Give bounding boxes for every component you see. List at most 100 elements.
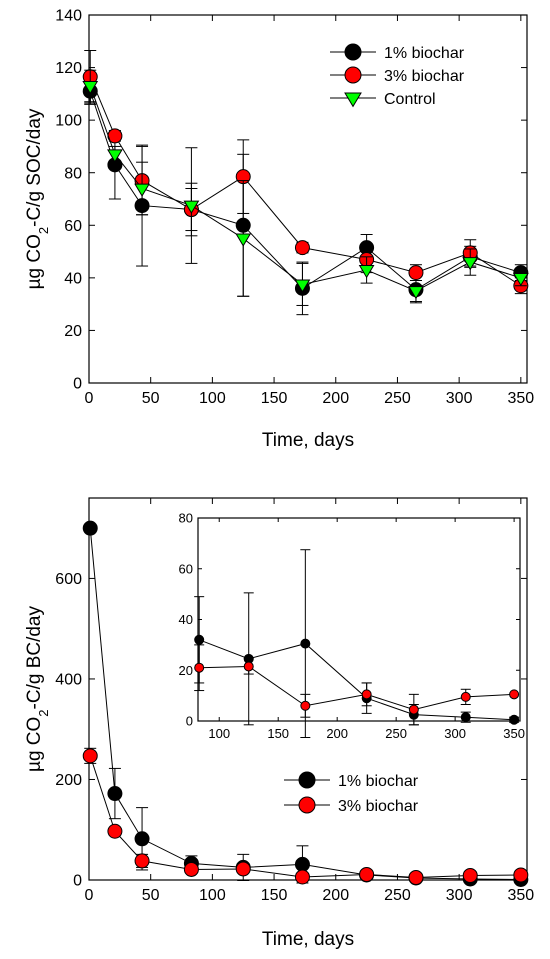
bottom-series-1-point — [462, 867, 478, 883]
top-x-tick-label: 50 — [142, 390, 160, 407]
bottom-series-1-point — [183, 861, 199, 877]
bottom-x-tick-label: 100 — [199, 887, 226, 904]
inset-series-1-point — [408, 704, 419, 715]
inset-series-1-point — [243, 661, 254, 672]
bottom-x-tick-label: 250 — [384, 887, 411, 904]
inset-series-0-point — [509, 714, 520, 725]
bottom-series-1-point — [359, 866, 375, 882]
bottom-series-1-point — [235, 861, 251, 877]
inset-y-tick-label: 40 — [179, 612, 193, 627]
bottom-legend-marker — [298, 796, 316, 814]
bottom-series-1-point — [82, 748, 98, 764]
top-series-2-point — [134, 183, 150, 197]
bottom-legend-label: 1% biochar — [338, 773, 419, 790]
bottom-x-tick-label: 350 — [507, 887, 534, 904]
bottom-x-tick-label: 0 — [85, 887, 94, 904]
top-series-1-point — [408, 265, 424, 281]
bottom-x-tick-label: 300 — [446, 887, 473, 904]
top-series-2-point — [462, 257, 479, 271]
top-legend-marker — [344, 43, 362, 61]
inset-series-1-point — [509, 689, 520, 700]
top-plot-frame — [88, 14, 528, 384]
top-series-2-point — [294, 279, 311, 293]
top-legend-label: 3% biochar — [384, 68, 465, 85]
bottom-series-0-point — [82, 520, 98, 536]
bottom-x-tick-label: 50 — [142, 887, 160, 904]
inset-series-0-point — [300, 638, 311, 649]
top-series-2-point — [358, 265, 375, 279]
bottom-legend-marker — [298, 771, 316, 789]
inset-x-tick-label: 200 — [326, 726, 348, 741]
inset-x-tick-label: 250 — [385, 726, 407, 741]
bottom-series-0-point — [107, 786, 123, 802]
bottom-series-1-point — [408, 869, 424, 885]
top-series-2-point — [107, 149, 123, 163]
top-x-tick-label: 0 — [85, 390, 94, 407]
top-series-2-point — [408, 286, 424, 300]
top-x-tick-label: 200 — [322, 390, 349, 407]
top-chart: 0 50 100 150 200 250 300 350 0 20 40 60 80 100 120 140 1… — [24, 8, 534, 451]
top-y-tick-label: 40 — [64, 270, 82, 287]
bottom-series-0-point — [294, 856, 310, 872]
bottom-x-axis-label: Time, days — [262, 929, 354, 950]
top-series-1-point — [294, 240, 310, 256]
inset-series-0-point — [460, 712, 471, 723]
top-y-tick-label: 80 — [64, 165, 82, 182]
inset-series-1-point — [460, 691, 471, 702]
bottom-y-tick-label: 600 — [55, 571, 82, 588]
inset-y-tick-label: 60 — [179, 561, 193, 576]
bottom-y-tick-label: 200 — [55, 772, 82, 789]
bottom-x-tick-label: 200 — [322, 887, 349, 904]
top-y-tick-label: 0 — [73, 376, 82, 393]
inset-chart: 100 150 200 250 300 350 0 20 40 60 80 — [179, 511, 525, 742]
top-x-tick-label: 300 — [446, 390, 473, 407]
top-series-0-line — [89, 91, 521, 291]
inset-y-tick-label: 80 — [179, 511, 193, 526]
inset-y-tick-label: 0 — [186, 714, 193, 729]
top-y-tick-label: 100 — [55, 113, 82, 130]
bottom-series-0-point — [134, 831, 150, 847]
inset-x-tick-label: 100 — [208, 726, 230, 741]
top-y-tick-label: 60 — [64, 218, 82, 235]
top-series-2-point — [82, 81, 99, 95]
top-x-tick-label: 150 — [261, 390, 288, 407]
bottom-series-0-line — [89, 528, 521, 880]
top-y-axis-label: µg CO2-C/g SOC/day — [24, 108, 51, 289]
top-legend-marker — [344, 92, 362, 108]
bottom-series-1-point — [107, 823, 123, 839]
top-series-2-point — [235, 233, 252, 247]
inset-background — [198, 518, 520, 721]
bottom-y-axis-label: µg CO2-C/g BC/day — [24, 605, 51, 772]
inset-series-1-point — [361, 689, 372, 700]
inset-series-0-point — [194, 634, 205, 645]
inset-series-1-point — [300, 700, 311, 711]
bottom-series-1-line — [89, 755, 521, 878]
top-x-tick-label: 250 — [384, 390, 411, 407]
top-series-2-line — [89, 85, 521, 292]
bottom-series-1-point — [134, 853, 150, 869]
bottom-series-1-point — [294, 869, 310, 885]
inset-x-tick-label: 150 — [267, 726, 289, 741]
top-y-tick-label: 140 — [55, 8, 82, 25]
bottom-x-tick-label: 150 — [261, 887, 288, 904]
top-legend-label: Control — [384, 91, 436, 108]
inset-x-tick-label: 350 — [503, 726, 525, 741]
top-x-axis-label: Time, days — [262, 430, 354, 451]
top-series-2-point — [183, 200, 200, 214]
top-series-1-line — [89, 76, 522, 287]
top-x-tick-label: 350 — [507, 390, 534, 407]
bottom-y-tick-label: 0 — [73, 873, 82, 890]
bottom-y-tick-label: 400 — [55, 672, 82, 689]
top-legend-label: 1% biochar — [384, 45, 465, 62]
top-y-tick-label: 120 — [55, 60, 82, 77]
top-series-2-point — [512, 272, 529, 287]
inset-x-tick-label: 300 — [444, 726, 466, 741]
top-legend-marker — [344, 66, 362, 84]
inset-y-tick-label: 20 — [179, 663, 193, 678]
bottom-legend-label: 3% biochar — [338, 798, 419, 815]
top-y-tick-label: 20 — [64, 323, 82, 340]
top-x-tick-label: 100 — [199, 390, 226, 407]
bottom-series-1-point — [513, 867, 529, 883]
